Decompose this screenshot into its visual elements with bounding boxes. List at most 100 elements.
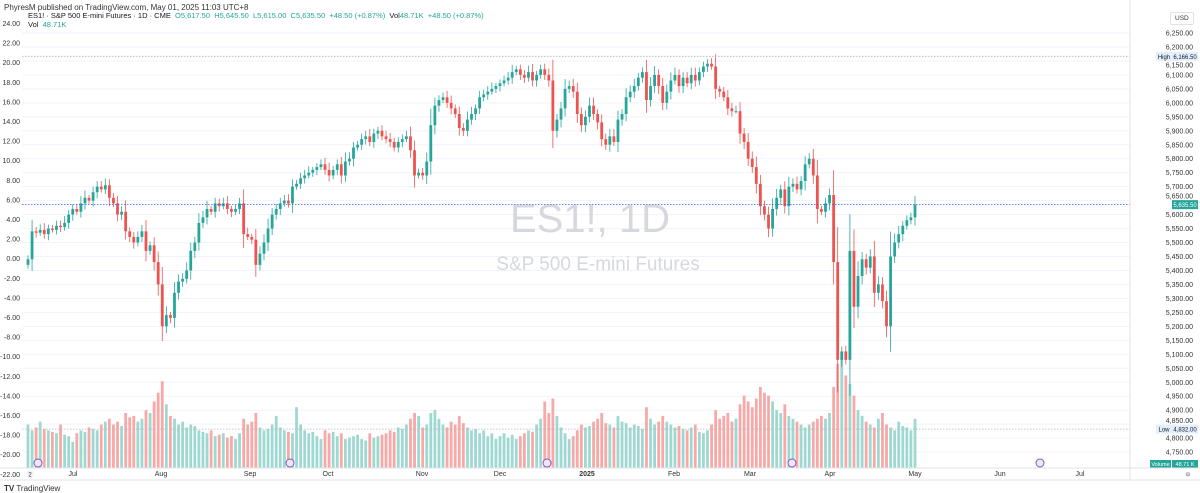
candle-body — [112, 197, 115, 204]
volume-bar — [311, 431, 315, 468]
volume-bar — [653, 424, 656, 468]
volume-bar — [348, 437, 351, 468]
candle-body — [697, 72, 701, 81]
high-marker-label-bg — [1156, 51, 1172, 61]
candle-body — [824, 203, 827, 212]
candle-body — [779, 189, 783, 198]
candle-body — [706, 63, 709, 67]
candle-body — [783, 189, 787, 207]
volume-bar — [441, 424, 445, 468]
volume-bar — [400, 428, 404, 468]
left-axis-tick: -4.00 — [4, 295, 20, 302]
candle-body — [864, 259, 868, 268]
volume-bar — [673, 427, 677, 468]
volume-bar — [518, 436, 522, 468]
volume-bar — [730, 421, 734, 468]
candle-body — [901, 225, 905, 235]
candle-body — [514, 69, 518, 73]
volume-bar — [640, 428, 644, 468]
left-axis-tick: -10.00 — [0, 354, 20, 361]
time-axis-label: 2025 — [579, 471, 595, 478]
candle-body — [673, 74, 677, 81]
volume-bar — [901, 426, 905, 468]
candle-body — [677, 74, 681, 87]
candle-body — [356, 144, 359, 148]
volume-bar — [360, 439, 364, 468]
currency-button[interactable]: USD — [1170, 12, 1194, 25]
volume-bar — [148, 413, 152, 468]
right-axis-tick: 5,950.00 — [1166, 114, 1193, 121]
volume-bar — [83, 431, 87, 468]
volume-bar — [636, 426, 640, 468]
candle-body — [860, 259, 864, 277]
candle-body — [400, 139, 404, 142]
tradingview-logo[interactable]: TV TradingView — [4, 484, 61, 493]
candle-body — [441, 97, 445, 101]
volume-bar — [327, 433, 331, 468]
candle-body — [661, 86, 665, 103]
volume-bar — [295, 407, 298, 468]
volume-bar — [820, 415, 823, 468]
candle-body — [124, 211, 128, 232]
candle-body — [425, 161, 429, 176]
time-axis-label: Nov — [416, 471, 429, 478]
candle-body — [299, 178, 303, 184]
volume-bar — [128, 417, 132, 468]
volume-tag-value-bg — [1172, 460, 1198, 468]
right-axis-tick: 5,100.00 — [1166, 352, 1193, 359]
volume-bar — [494, 439, 498, 468]
candle-body — [372, 133, 376, 142]
volume-bar — [164, 404, 168, 468]
volume-bar — [632, 424, 636, 468]
volume-bar — [140, 418, 144, 468]
event-icon[interactable] — [33, 458, 43, 468]
volume-bar — [225, 437, 229, 468]
symbol-description[interactable]: ES1! · S&P 500 E-mini Futures · 1D · CME — [28, 11, 171, 20]
volume-bar — [242, 418, 246, 468]
candle-body — [840, 351, 844, 360]
candle-body — [738, 111, 742, 134]
volume-bar — [99, 424, 103, 468]
last-price-price-bg — [1172, 200, 1198, 210]
event-icon[interactable] — [285, 458, 295, 468]
volume-bar — [758, 386, 762, 468]
candle-body — [445, 97, 449, 103]
candle-body — [555, 119, 559, 131]
candle-body — [380, 130, 384, 137]
volume-bar — [291, 433, 294, 468]
event-icon[interactable] — [1035, 458, 1045, 468]
candle-body — [913, 204, 917, 218]
candle-body — [620, 114, 624, 120]
candle-body — [889, 256, 892, 327]
candle-body — [815, 175, 819, 209]
candle-body — [26, 259, 30, 265]
candle-body — [311, 169, 315, 173]
left-axis-tick: 8.00 — [6, 178, 20, 185]
volume-legend-label: Vol — [28, 20, 39, 29]
candle-body — [575, 91, 579, 115]
volume-bar — [335, 436, 339, 468]
volume-bar — [384, 433, 388, 468]
candle-body — [470, 114, 473, 120]
right-axis-tick: 5,250.00 — [1166, 310, 1193, 317]
event-icon[interactable] — [787, 458, 797, 468]
volume-bar — [380, 434, 384, 468]
volume-bar — [876, 418, 880, 468]
high-value: H5,645.50 — [214, 11, 249, 20]
left-axis-tick: 0.00 — [6, 256, 20, 263]
candle-body — [205, 208, 209, 218]
candle-body — [457, 114, 461, 128]
volume-bar — [409, 418, 412, 468]
event-icon[interactable] — [542, 458, 552, 468]
volume-bar — [103, 421, 107, 468]
volume-bar — [209, 430, 213, 468]
volume-bar — [339, 433, 343, 468]
volume-bar — [592, 421, 595, 468]
volume-bar — [787, 415, 791, 468]
right-axis-tick: 5,900.00 — [1166, 128, 1193, 135]
candle-body — [876, 284, 880, 293]
volume-bar — [75, 433, 79, 468]
volume-bar — [909, 430, 913, 468]
volume-tag-label: Volume — [1151, 462, 1169, 468]
